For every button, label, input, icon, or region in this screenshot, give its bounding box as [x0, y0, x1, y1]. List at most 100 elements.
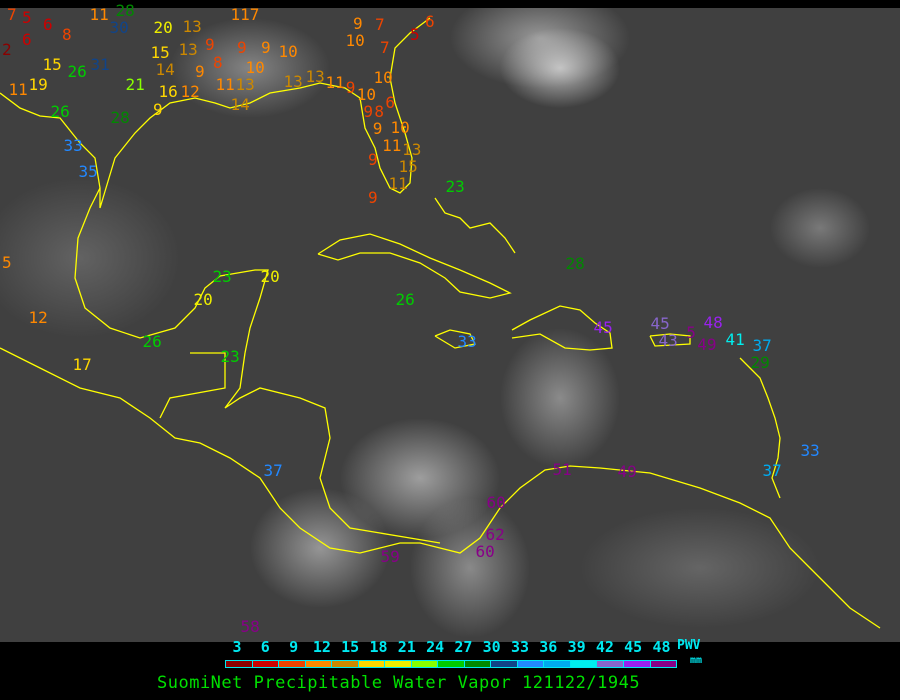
- station-pwv-label: 37: [752, 336, 772, 355]
- station-pwv-label: 23: [220, 347, 240, 366]
- station-pwv-label: 12: [28, 308, 48, 327]
- station-pwv-label: 8: [213, 53, 223, 72]
- station-pwv-label: 11: [8, 80, 28, 99]
- legend-color-swatch: [544, 661, 570, 667]
- legend-tick: 30: [482, 638, 501, 656]
- station-pwv-label: 59: [380, 547, 400, 566]
- station-pwv-label: 11: [382, 136, 402, 156]
- legend-unit-label: PWV: [677, 638, 701, 653]
- legend-tick: 3: [232, 638, 242, 656]
- station-pwv-label: 7: [375, 15, 385, 34]
- pacific-coast: [0, 347, 881, 629]
- station-pwv-label: 33: [63, 136, 83, 155]
- station-pwv-label: 20: [153, 18, 173, 37]
- legend-color-swatch: [438, 661, 464, 667]
- station-pwv-label: 45: [593, 318, 613, 337]
- station-pwv-label: 9: [368, 150, 378, 169]
- station-pwv-label: 33: [457, 332, 477, 351]
- station-pwv-label: 21: [125, 75, 145, 94]
- station-pwv-label: 20: [193, 290, 213, 309]
- station-pwv-label: 7: [7, 5, 17, 24]
- station-pwv-label: 23: [445, 177, 465, 196]
- legend-tick: 15: [341, 638, 360, 656]
- station-pwv-label: 13: [235, 75, 255, 94]
- station-pwv-label: 45: [650, 313, 670, 333]
- station-pwv-label: 10: [373, 68, 393, 88]
- legend-color-swatch: [411, 661, 438, 667]
- legend-tick: 21: [397, 638, 416, 656]
- station-pwv-label: 10: [278, 42, 298, 61]
- station-pwv-label: 117: [230, 5, 260, 24]
- station-pwv-label: 9: [345, 78, 356, 97]
- coastlines: [0, 17, 881, 629]
- station-pwv-label: 13: [178, 40, 198, 59]
- station-pwv-label: 15: [42, 55, 62, 74]
- station-pwv-label: 9: [195, 62, 205, 81]
- legend-color-swatch: [517, 661, 544, 667]
- station-pwv-label: 10: [345, 31, 365, 50]
- station-pwv-label: 10: [390, 118, 410, 137]
- legend-color-swatch: [597, 661, 623, 667]
- station-pwv-label: 26: [395, 290, 415, 309]
- station-pwv-label: 9: [153, 100, 163, 119]
- station-pwv-label: 9: [353, 14, 363, 33]
- bahamas: [434, 197, 516, 254]
- caribbean-coast: [224, 352, 441, 544]
- legend-color-swatch: [332, 661, 358, 667]
- station-pwv-label: 35: [78, 162, 98, 181]
- legend-color-swatch: [464, 661, 491, 667]
- station-labels: 7 5 6 8 2 6 15 26 31 11 19 26 21 28 33 35 11 28 30 20 13 15 13…: [2, 3, 820, 635]
- station-pwv-label: 26: [50, 102, 70, 121]
- map-title: SuomiNet Precipitable Water Vapor 121122…: [157, 673, 641, 693]
- station-pwv-label: 23: [212, 267, 232, 286]
- station-pwv-label: 49: [617, 462, 637, 481]
- station-pwv-label: 49: [697, 335, 717, 354]
- puerto-rico: [649, 333, 691, 347]
- station-pwv-label: 48: [703, 313, 723, 332]
- station-pwv-label: 5: [410, 25, 420, 44]
- legend-tick: 18: [369, 638, 388, 656]
- station-pwv-label: 8: [374, 102, 384, 122]
- legend-tick: 36: [539, 638, 558, 656]
- station-pwv-label: 8: [62, 25, 72, 44]
- legend-tick: 48: [652, 638, 671, 656]
- legend-tick: 6: [260, 638, 270, 656]
- legend-color-swatch: [650, 661, 677, 667]
- station-pwv-label: 29: [750, 353, 770, 372]
- station-pwv-label: 19: [28, 75, 48, 94]
- station-pwv-label: 28: [110, 108, 130, 127]
- legend-tick: 39: [567, 638, 586, 656]
- legend-color-swatch: [279, 661, 305, 667]
- legend-tick: 45: [624, 638, 643, 656]
- station-pwv-label: 11: [215, 75, 235, 94]
- legend-color-swatch: [623, 661, 650, 667]
- station-pwv-label: 37: [263, 461, 283, 480]
- station-pwv-label: 26: [67, 62, 87, 81]
- station-pwv-label: 17: [72, 355, 92, 374]
- station-pwv-label: 30: [109, 18, 129, 37]
- station-pwv-label: 5: [2, 253, 12, 272]
- station-pwv-label: 13: [182, 17, 202, 36]
- station-pwv-label: 12: [180, 82, 200, 101]
- station-pwv-label: 6: [22, 30, 32, 49]
- station-pwv-label: 11: [325, 73, 345, 92]
- legend-unit: mm: [690, 655, 703, 666]
- legend-tick: 9: [289, 638, 299, 656]
- station-pwv-label: 41: [725, 330, 745, 349]
- legend-tick: 42: [595, 638, 614, 656]
- legend-tick: 27: [454, 638, 473, 656]
- station-pwv-label: 31: [90, 55, 110, 74]
- legend-color-swatch: [226, 661, 252, 667]
- station-pwv-label: 20: [260, 267, 280, 286]
- yucatan-border: [159, 352, 226, 419]
- station-pwv-label: 16: [158, 82, 178, 101]
- legend-tick: 12: [312, 638, 331, 656]
- station-pwv-label: 9: [261, 38, 271, 57]
- mexico-coast: [74, 187, 269, 354]
- station-pwv-label: 15: [398, 157, 418, 176]
- station-pwv-label: 9: [237, 38, 247, 57]
- legend-tick: 24: [426, 638, 445, 656]
- station-pwv-label: 11: [89, 5, 109, 24]
- legend-tick: 33: [510, 638, 530, 656]
- station-pwv-label: 51: [552, 460, 572, 479]
